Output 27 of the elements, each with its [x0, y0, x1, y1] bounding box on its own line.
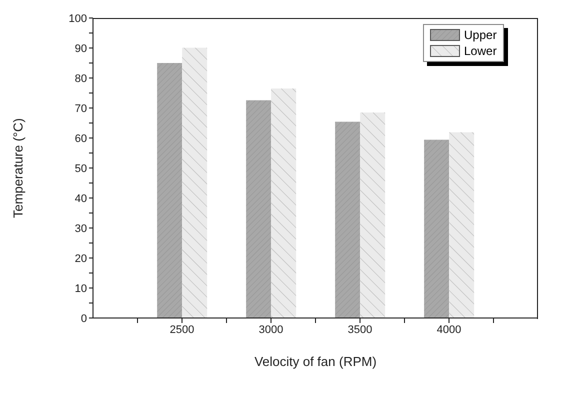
- bar: [335, 122, 360, 318]
- bar: [424, 140, 450, 318]
- y-tick-label: 40: [74, 192, 87, 205]
- y-tick-label: 100: [68, 12, 87, 25]
- y-tick-label: 50: [74, 162, 87, 175]
- y-tick-label: 0: [80, 312, 87, 325]
- x-tick-label: 3500: [348, 324, 372, 336]
- bar: [360, 112, 386, 318]
- y-axis-title: Temperature (°C): [10, 118, 26, 218]
- y-tick-label: 20: [74, 252, 87, 265]
- y-tick-label: 80: [74, 72, 87, 85]
- bar: [449, 132, 474, 318]
- bar: [271, 88, 296, 318]
- y-tick-label: 90: [74, 42, 87, 55]
- bar: [246, 100, 272, 318]
- x-tick-label: 4000: [436, 324, 462, 336]
- x-axis-title: Velocity of fan (RPM): [254, 354, 377, 369]
- x-tick-label: 3000: [258, 324, 284, 336]
- y-tick-label: 70: [74, 102, 87, 115]
- y-tick-label: 10: [74, 282, 87, 295]
- bar: [182, 48, 208, 318]
- legend-label: Upper: [464, 27, 497, 43]
- y-tick-label: 30: [74, 222, 87, 235]
- legend-label: Lower: [464, 43, 497, 59]
- y-tick-label: 60: [74, 132, 87, 145]
- x-tick-label: 2500: [170, 324, 194, 336]
- bar: [157, 63, 182, 318]
